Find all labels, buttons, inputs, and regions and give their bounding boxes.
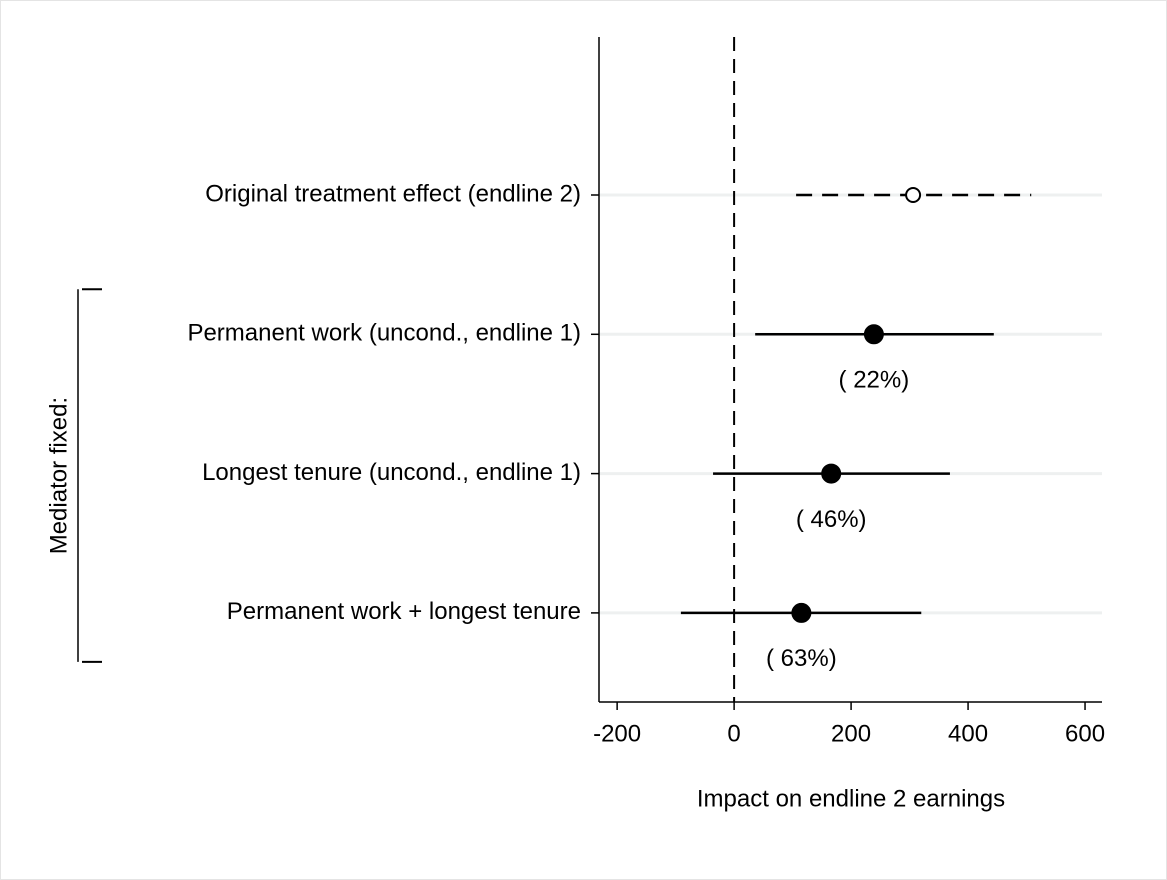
- y-tick-label: Original treatment effect (endline 2): [205, 180, 581, 207]
- point-estimate: [821, 463, 842, 484]
- point-estimate: [905, 187, 922, 203]
- x-tick-label: 0: [727, 720, 740, 747]
- x-tick-label: 400: [948, 720, 988, 747]
- share-label: ( 46%): [796, 506, 867, 533]
- x-axis-label: Impact on endline 2 earnings: [697, 785, 1005, 812]
- point-estimate: [863, 324, 884, 345]
- group-label: Mediator fixed:: [45, 397, 72, 554]
- point-estimate: [791, 602, 812, 623]
- x-tick-label: 600: [1065, 720, 1105, 747]
- y-tick-label: Longest tenure (uncond., endline 1): [202, 459, 581, 486]
- share-label: ( 22%): [839, 367, 910, 394]
- x-tick-label: -200: [593, 720, 641, 747]
- share-label: ( 63%): [766, 645, 837, 672]
- x-tick-label: 200: [831, 720, 871, 747]
- y-tick-label: Permanent work + longest tenure: [227, 598, 581, 625]
- y-tick-label: Permanent work (uncond., endline 1): [187, 320, 581, 347]
